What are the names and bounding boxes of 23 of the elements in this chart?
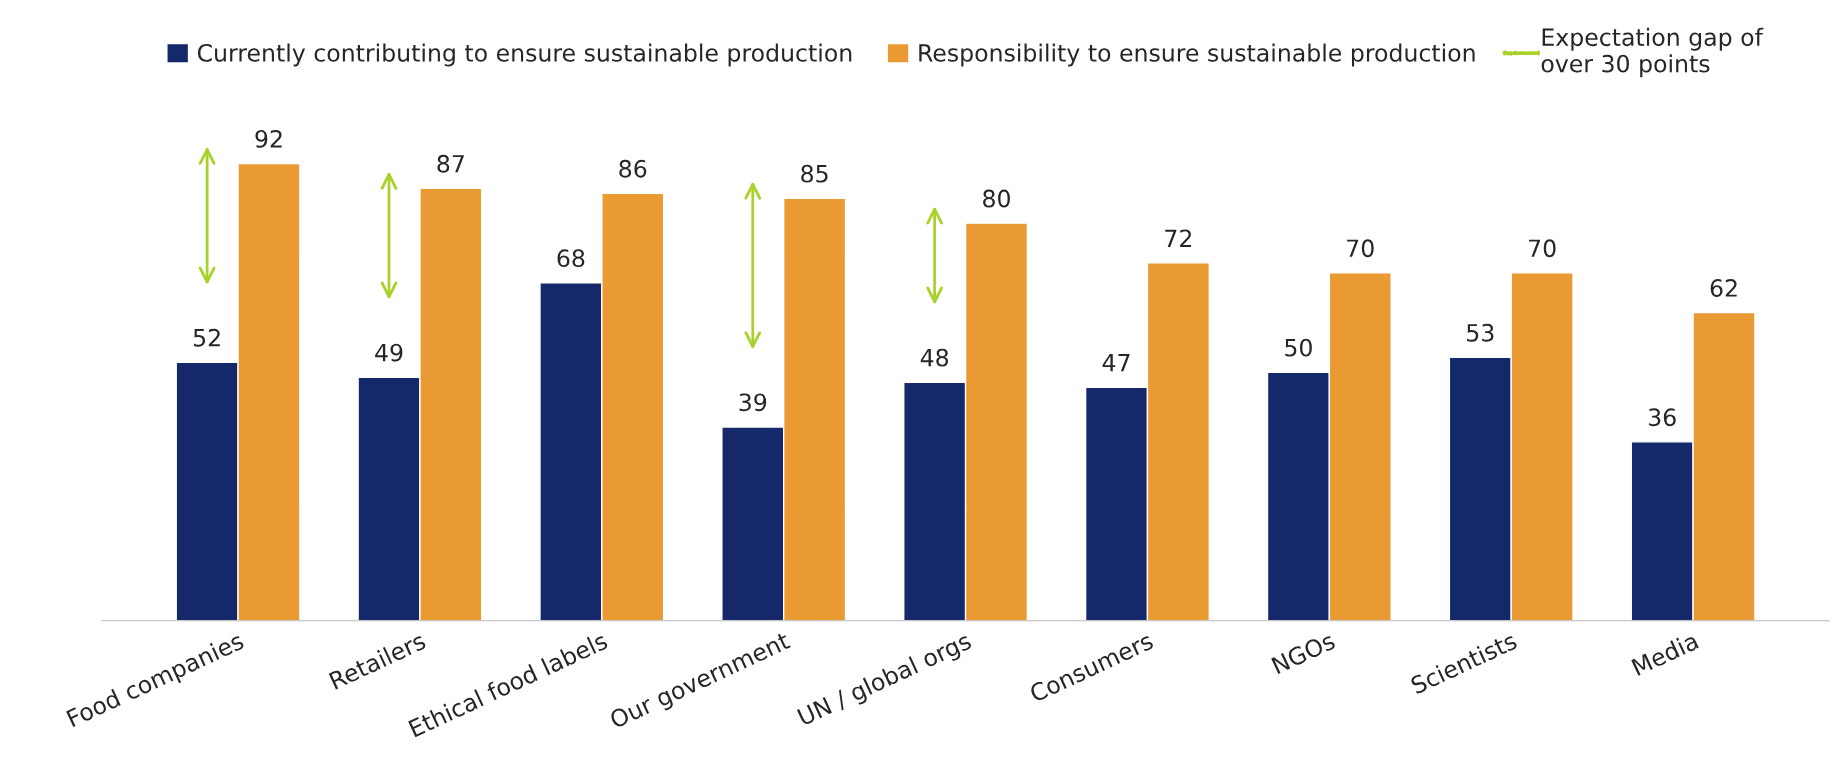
legend-label: Responsibility to ensure sustainable production [919, 43, 1475, 67]
data-label: 39 [739, 393, 767, 412]
data-label: 87 [437, 154, 464, 173]
data-label: 70 [1347, 239, 1374, 258]
x-tick-label: NGOs [1271, 631, 1337, 675]
data-label: 53 [1467, 323, 1494, 342]
data-label: 47 [1102, 353, 1130, 372]
data-label: 92 [255, 129, 282, 148]
data-label: 85 [801, 164, 828, 183]
data-label: 80 [983, 189, 1010, 208]
data-label: 86 [619, 159, 647, 178]
data-label: 72 [1165, 229, 1192, 247]
text: Expectation gap of over 30 points [1541, 27, 1764, 78]
legend-label: Currently contributing to ensure sustainable production [197, 43, 852, 67]
data-label: 52 [193, 328, 220, 347]
data-label: 62 [1710, 279, 1737, 297]
data-label: 49 [375, 343, 403, 362]
data-label: 68 [557, 249, 585, 268]
data-label: 48 [920, 348, 949, 367]
data-label: 36 [1648, 408, 1676, 427]
x-tick-label: Media [1630, 631, 1699, 677]
data-label: 50 [1285, 338, 1312, 357]
data-label: 70 [1529, 239, 1556, 258]
